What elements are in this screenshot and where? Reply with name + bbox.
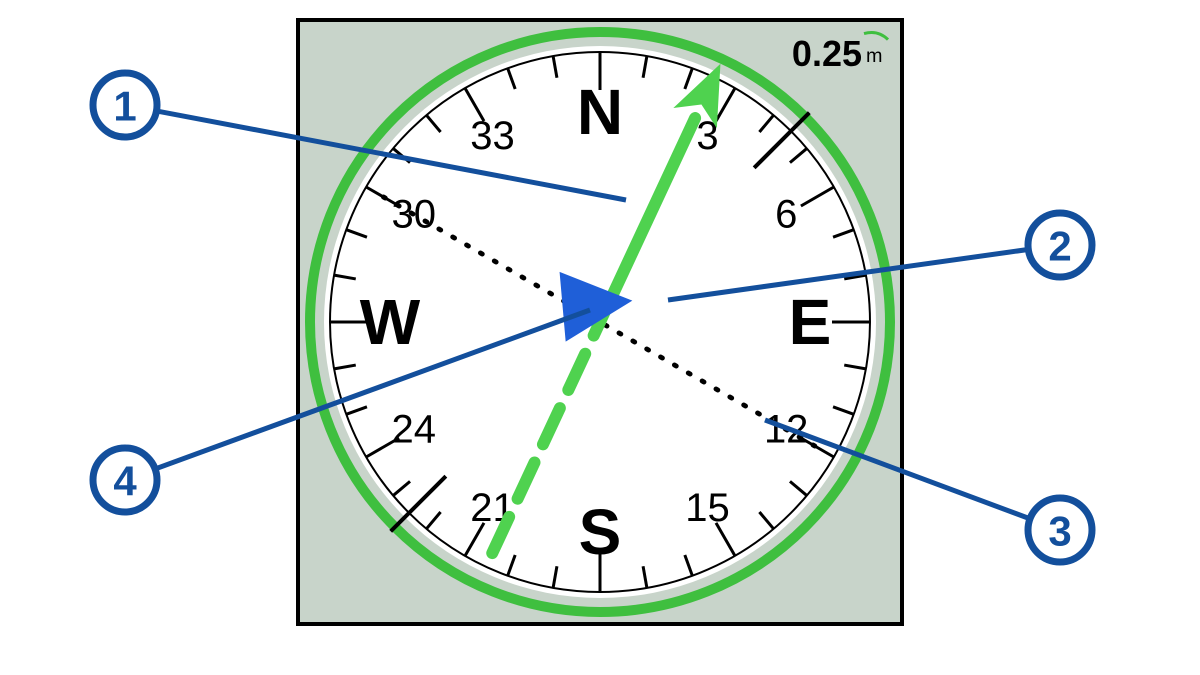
callout-2: 2 xyxy=(1028,213,1092,277)
callout-1: 1 xyxy=(93,73,157,137)
svg-text:2: 2 xyxy=(1048,223,1071,270)
dial-number-33: 33 xyxy=(470,114,515,158)
svg-text:1: 1 xyxy=(113,83,136,130)
callout-4: 4 xyxy=(93,448,157,512)
cardinal-s: S xyxy=(579,496,622,568)
svg-text:0.25: 0.25 xyxy=(792,33,862,74)
svg-text:4: 4 xyxy=(113,458,137,505)
svg-text:m: m xyxy=(866,45,882,67)
dial-number-6: 6 xyxy=(775,193,797,237)
dial-number-24: 24 xyxy=(392,408,437,452)
svg-text:3: 3 xyxy=(1048,508,1071,555)
cardinal-e: E xyxy=(789,286,832,358)
dial-number-15: 15 xyxy=(685,486,730,530)
callout-3: 3 xyxy=(1028,498,1092,562)
cardinal-w: W xyxy=(360,286,421,358)
cardinal-n: N xyxy=(577,76,623,148)
